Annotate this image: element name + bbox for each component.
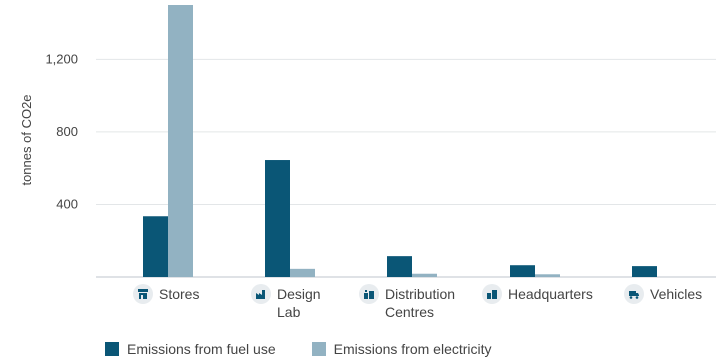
y-tick-label: 1,200 [45, 51, 78, 66]
bar-fuel-vehicles[interactable] [632, 266, 657, 277]
category-design-lab: Design Lab [251, 284, 321, 321]
category-label: Stores [159, 286, 200, 302]
category-label: Vehicles [650, 286, 703, 302]
factory-icon [251, 284, 271, 304]
bar-electricity-stores[interactable] [168, 5, 193, 277]
legend-label-electricity: Emissions from electricity [333, 341, 492, 357]
legend: Emissions from fuel use Emissions from e… [105, 341, 492, 357]
legend-item-fuel[interactable]: Emissions from fuel use [105, 341, 276, 357]
legend-item-electricity[interactable]: Emissions from electricity [311, 341, 492, 357]
bar-fuel-design-lab[interactable] [265, 160, 290, 277]
category-label: Design Lab [277, 286, 321, 320]
y-tick-label: 400 [56, 196, 78, 211]
y-axis-title: tonnes of CO2e [19, 94, 34, 185]
legend-label-fuel: Emissions from fuel use [127, 341, 276, 357]
category-label: Distribution Centres [385, 286, 456, 320]
bar-fuel-stores[interactable] [143, 216, 168, 277]
bar-fuel-distribution-centres[interactable] [387, 256, 412, 277]
category-label: Headquarters [508, 286, 593, 302]
legend-swatch-fuel [105, 342, 119, 356]
truck-icon [624, 284, 644, 304]
category-headquarters: Headquarters [482, 284, 593, 304]
bar-electricity-headquarters[interactable] [535, 274, 560, 277]
y-tick-labels: 400 800 1,200 [45, 51, 78, 211]
category-vehicles: Vehicles [624, 284, 703, 304]
bar-electricity-distribution-centres[interactable] [412, 273, 437, 277]
warehouse-icon [359, 284, 379, 304]
bar-electricity-design-lab[interactable] [290, 268, 315, 277]
y-tick-label: 800 [56, 124, 78, 139]
category-distribution-centres: Distribution Centres [359, 284, 469, 321]
legend-swatch-electricity [311, 342, 326, 356]
bars [143, 5, 657, 277]
store-icon [133, 284, 153, 304]
building-icon [482, 284, 502, 304]
category-stores: Stores [133, 284, 200, 304]
bar-fuel-headquarters[interactable] [510, 265, 535, 277]
